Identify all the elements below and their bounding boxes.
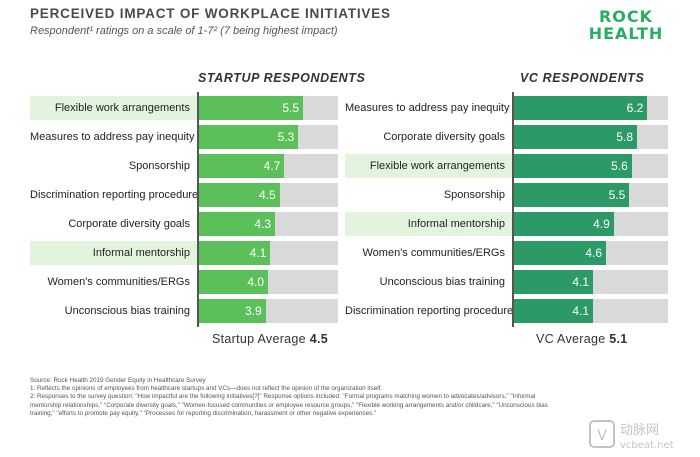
startup-average: Startup Average 4.5 [212,332,328,346]
startup-bar [198,212,275,236]
startup-bar [198,125,299,149]
startup-bar-track: 4.7 [198,154,338,178]
vc-category-label: Corporate diversity goals [383,131,505,143]
startup-bar [198,241,271,265]
vc-bar [513,154,632,178]
vc-category-label: Informal mentorship [345,212,513,236]
startup-category-label: Corporate diversity goals [68,218,190,230]
vc-bar [513,270,594,294]
startup-bar [198,299,266,323]
startup-bar-track: 3.9 [198,299,338,323]
startup-average-value: 4.5 [309,332,328,346]
startup-bar [198,270,268,294]
vc-category-label: Sponsorship [443,189,505,201]
vc-bar-track: 5.6 [513,154,668,178]
source-note: Source: Rock Health 2019 Gender Equity i… [30,377,206,384]
startup-bar-value-label: 4.5 [258,188,276,202]
vcbeat-watermark: V 动脉网 vcbeat.net [588,418,696,452]
vc-bar-value-label: 4.1 [572,304,590,318]
vc-category-label: Unconscious bias training [379,276,505,288]
startup-bar-value-label: 3.9 [244,304,262,318]
startup-bar-track: 4.3 [198,212,338,236]
startup-bar-value-label: 5.5 [282,101,299,115]
startup-bar-track: 5.3 [198,125,338,149]
watermark-url: vcbeat.net [620,440,674,451]
vc-average-label: VC Average [536,332,610,346]
page-subtitle: Respondent¹ ratings on a scale of 1-7² (… [30,25,338,37]
startup-bar-track: 4.5 [198,183,338,207]
vc-bar-value-label: 4.6 [585,246,602,260]
startup-bar-value-label: 4.7 [263,159,281,173]
watermark-text: 动脉网 [620,423,659,438]
footnote-1: 1: Reflects the opinions of employees fr… [30,385,383,393]
startup-average-label: Startup Average [212,332,310,346]
vc-bar-value-label: 6.2 [626,101,644,115]
vc-bar-value-label: 5.8 [616,130,633,144]
startup-category-label: Informal mentorship [30,241,198,265]
startup-bar [198,154,285,178]
startup-bar-value-label: 4.0 [247,275,264,289]
vc-bar [513,183,630,207]
rock-health-logo: ROCK HEALTH [586,8,666,42]
startup-category-label: Discrimination reporting procedures [30,189,204,201]
vc-bar-value-label: 5.6 [611,159,628,173]
vc-category-label: Women's communities/ERGs [362,247,506,259]
vc-average: VC Average 5.1 [536,332,628,346]
vc-bar-track: 6.2 [513,96,668,120]
startup-section-title: STARTUP RESPONDENTS [198,71,366,85]
startup-bar [198,96,303,120]
vc-bar [513,212,614,236]
startup-bar-track: 5.5 [198,96,338,120]
startup-bar-value-label: 5.3 [277,130,295,144]
startup-bar-value-label: 4.3 [254,217,271,231]
vc-category-label: Measures to address pay inequity [345,102,510,114]
vc-bar-track: 5.5 [513,183,668,207]
logo-line2: HEALTH [588,24,664,43]
vc-bar-track: 4.9 [513,212,668,236]
startup-bar-track: 4.0 [198,270,338,294]
startup-category-label: Flexible work arrangements [30,96,198,120]
vc-bar-track: 5.8 [513,125,668,149]
vc-axis-line [512,92,514,327]
startup-category-label: Unconscious bias training [64,305,190,317]
vc-bar [513,299,594,323]
page-title: PERCEIVED IMPACT OF WORKPLACE INITIATIVE… [30,6,391,21]
startup-axis-line [197,92,199,327]
startup-category-label: Sponsorship [128,160,190,172]
vc-bar-value-label: 5.5 [608,188,626,202]
startup-category-label: Measures to address pay inequity [30,131,195,143]
startup-bar-value-label: 4.1 [249,246,267,260]
startup-category-label: Women's communities/ERGs [47,276,191,288]
vc-bar-value-label: 4.9 [593,217,610,231]
startup-bar [198,183,280,207]
vc-bar-track: 4.1 [513,270,668,294]
vc-average-value: 5.1 [609,332,628,346]
vc-bar-value-label: 4.1 [572,275,590,289]
vc-bar [513,241,606,265]
startup-bar-track: 4.1 [198,241,338,265]
footnotes: Source: Rock Health 2019 Gender Equity i… [30,377,550,418]
footnote-2: 2: Responses to the survey question: "Ho… [30,393,548,417]
vc-bar-track: 4.6 [513,241,668,265]
vc-category-label: Flexible work arrangements [345,154,513,178]
vc-section-title: VC RESPONDENTS [520,71,645,85]
vc-bar [513,125,637,149]
vc-category-label: Discrimination reporting procedures [345,305,519,317]
watermark-mark: V [597,428,607,444]
vc-bar-track: 4.1 [513,299,668,323]
logo-line1: ROCK [598,7,654,26]
vc-bar [513,96,648,120]
